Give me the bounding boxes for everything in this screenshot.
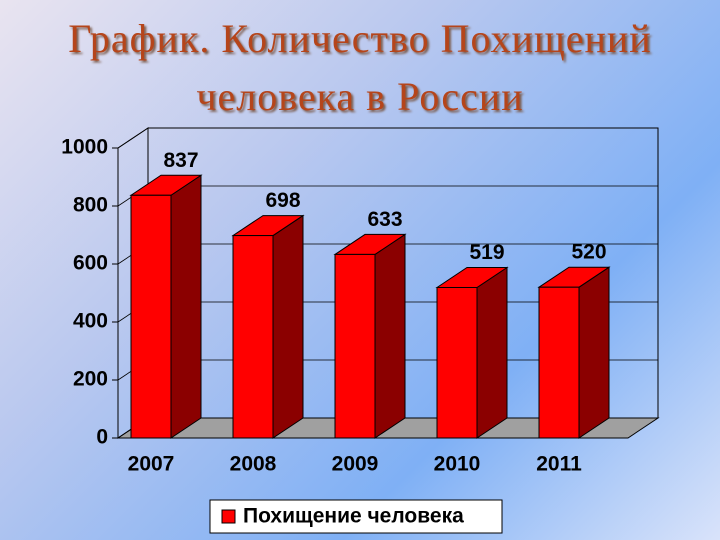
bar bbox=[232, 235, 274, 439]
legend: Похищение человека bbox=[209, 499, 503, 534]
bar-side bbox=[272, 214, 304, 439]
y-tick-label: 1000 bbox=[61, 136, 108, 159]
x-tick-label: 2007 bbox=[128, 453, 175, 476]
bar bbox=[436, 286, 478, 439]
bar-side bbox=[578, 266, 610, 439]
y-tick-label: 0 bbox=[96, 426, 108, 449]
value-label: 519 bbox=[469, 241, 504, 264]
x-tick-label: 2011 bbox=[536, 453, 582, 476]
chart-title: График. Количество Похищений человека в … bbox=[68, 16, 652, 119]
bar-side bbox=[170, 174, 202, 439]
grid-line bbox=[117, 127, 658, 149]
value-label: 633 bbox=[367, 208, 402, 231]
bar bbox=[334, 253, 376, 439]
y-tick-label: 200 bbox=[73, 368, 108, 391]
y-tick-label: 400 bbox=[73, 310, 108, 333]
y-tick-label: 800 bbox=[73, 194, 108, 217]
legend-box bbox=[209, 499, 503, 534]
x-tick-label: 2009 bbox=[332, 453, 379, 476]
x-tick-label: 2010 bbox=[434, 453, 481, 476]
value-label: 698 bbox=[265, 189, 300, 212]
legend-label: Похищение человека bbox=[243, 505, 464, 528]
x-tick-label: 2008 bbox=[230, 453, 277, 476]
y-tick-label: 600 bbox=[73, 252, 108, 275]
bar bbox=[130, 194, 172, 439]
value-label: 520 bbox=[571, 241, 606, 264]
value-label: 837 bbox=[163, 149, 198, 172]
legend-swatch bbox=[221, 509, 236, 524]
bar-side bbox=[374, 233, 406, 439]
bar bbox=[538, 286, 580, 439]
bar-side bbox=[476, 266, 508, 439]
